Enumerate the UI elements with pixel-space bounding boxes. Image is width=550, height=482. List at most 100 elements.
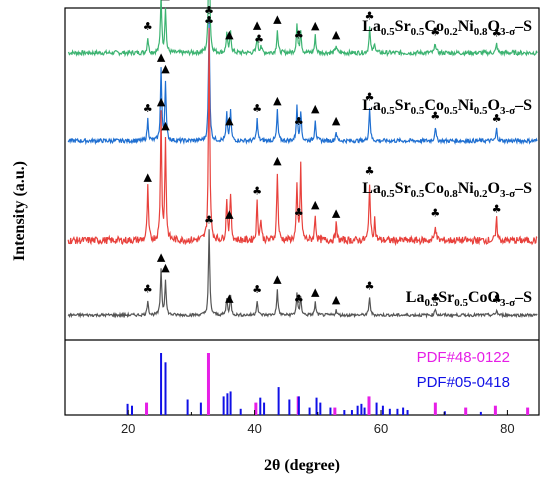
series-label-part: 0.5 — [411, 26, 425, 38]
triangle-marker: ▲ — [157, 250, 166, 263]
series-label-part: –S — [514, 97, 532, 114]
series-label-part: 0.5 — [381, 105, 395, 117]
series-label-part: –S — [514, 18, 532, 35]
series-label-part: 0.5 — [411, 188, 425, 200]
triangle-marker: ▲ — [253, 19, 262, 32]
club-marker: ♣ — [492, 202, 502, 215]
triangle-marker: ▲ — [311, 285, 320, 298]
club-marker: ♣ — [204, 14, 214, 27]
series-label-part: 0.5 — [411, 105, 425, 117]
triangle-marker: ▲ — [273, 12, 282, 25]
series-label-part: Co — [424, 180, 444, 197]
series-label-part: O — [487, 97, 499, 114]
club-marker: ♣ — [430, 291, 440, 304]
series-label-part: O — [487, 18, 499, 35]
triangle-marker: ▲ — [161, 119, 170, 132]
series-label-part: 0.8 — [444, 188, 458, 200]
triangle-marker: ▲ — [157, 95, 166, 108]
triangle-marker: ▲ — [311, 198, 320, 211]
series-label-part: Ni — [458, 180, 475, 197]
x-tick-label: 60 — [374, 421, 388, 436]
club-marker: ♣ — [254, 32, 264, 45]
series-label-part: 0.5 — [424, 297, 438, 309]
club-marker: ♣ — [204, 213, 214, 226]
triangle-marker: ▲ — [161, 62, 170, 75]
x-tick-label: 20 — [121, 421, 135, 436]
club-marker: ♣ — [252, 102, 262, 115]
plot-frame — [64, 7, 540, 416]
series-label-part: Co — [424, 18, 444, 35]
series-label-part: –S — [514, 289, 532, 306]
triangle-marker: ▲ — [161, 0, 170, 2]
triangle-marker: ▲ — [144, 170, 153, 183]
club-marker: ♣ — [143, 20, 153, 33]
club-marker: ♣ — [430, 25, 440, 38]
club-marker: ♣ — [365, 90, 375, 103]
club-marker: ♣ — [294, 29, 304, 42]
triangle-marker: ▲ — [225, 28, 234, 41]
series-label-part: 3-σ — [500, 105, 515, 117]
series-label-3: La0.5Sr0.5CoO3-σ–S — [406, 289, 532, 309]
reference-layer: PDF#48-0122 PDF#05-0418 — [126, 349, 530, 415]
club-marker: ♣ — [252, 283, 262, 296]
series-line-2 — [67, 27, 538, 247]
series-label-part: La — [406, 289, 425, 306]
series-label-part: Sr — [395, 180, 411, 197]
series-label-part: 3-σ — [500, 26, 515, 38]
club-marker: ♣ — [143, 102, 153, 115]
series-label-part: O — [487, 180, 499, 197]
club-marker: ♣ — [430, 207, 440, 220]
club-marker: ♣ — [143, 283, 153, 296]
series-label-part: 0.8 — [474, 26, 488, 38]
marker-layer: ♣▲▲♣▲▲♣▲♣▲▲♣♣♣♣▲▲♣▲♣▲♣▲▲♣♣♣▲▲▲♣▲♣▲♣▲▲♣♣♣… — [143, 0, 502, 306]
series-line-0 — [67, 0, 538, 58]
x-tick-label: 80 — [500, 421, 514, 436]
series-label-part: La — [362, 18, 381, 35]
triangle-marker: ▲ — [311, 19, 320, 32]
x-axis-title: 2θ (degree) — [264, 457, 340, 474]
club-marker: ♣ — [492, 293, 502, 306]
triangle-marker: ▲ — [273, 94, 282, 107]
reference-label-0: PDF#48-0122 — [417, 349, 510, 366]
x-axis: 20 40 60 80 — [121, 410, 515, 436]
club-marker: ♣ — [430, 109, 440, 122]
series-label-part: 0.5 — [444, 105, 458, 117]
triangle-marker: ▲ — [161, 261, 170, 274]
series-line-3 — [67, 229, 538, 319]
club-marker: ♣ — [294, 115, 304, 128]
club-marker: ♣ — [492, 112, 502, 125]
series-label-part: 3-σ — [500, 297, 515, 309]
series-label-part: Ni — [458, 97, 475, 114]
series-label-2: La0.5Sr0.5Co0.8Ni0.2O3-σ–S — [362, 180, 532, 200]
club-marker: ♣ — [204, 4, 214, 17]
series-label-part: La — [362, 97, 381, 114]
series-label-0: La0.5Sr0.5Co0.2Ni0.8O3-σ–S — [362, 18, 532, 38]
series-label-part: Sr — [438, 289, 454, 306]
triangle-marker: ▲ — [225, 207, 234, 220]
series-label-part: 0.5 — [381, 26, 395, 38]
triangle-marker: ▲ — [311, 102, 320, 115]
series-label-part: Ni — [458, 18, 475, 35]
club-marker: ♣ — [365, 279, 375, 292]
triangle-marker: ▲ — [273, 273, 282, 286]
series-label-part: Co — [424, 97, 444, 114]
series-layer — [67, 0, 538, 319]
triangle-marker: ▲ — [332, 207, 341, 220]
series-label-1: La0.5Sr0.5Co0.5Ni0.5O3-σ–S — [362, 97, 532, 117]
series-label-part: 0.2 — [474, 188, 488, 200]
club-marker: ♣ — [252, 185, 262, 198]
club-marker: ♣ — [365, 164, 375, 177]
series-label-layer: La0.5Sr0.5Co0.2Ni0.8O3-σ–SLa0.5Sr0.5Co0.… — [362, 18, 532, 309]
series-label-part: Sr — [395, 97, 411, 114]
triangle-marker: ▲ — [332, 114, 341, 127]
series-label-part: CoO — [468, 289, 500, 306]
series-label-part: 0.2 — [444, 26, 458, 38]
triangle-marker: ▲ — [332, 293, 341, 306]
series-label-part: 0.5 — [381, 188, 395, 200]
series-line-1 — [67, 20, 538, 146]
triangle-marker: ▲ — [332, 28, 341, 41]
triangle-marker: ▲ — [225, 114, 234, 127]
reference-label-1: PDF#05-0418 — [417, 374, 510, 391]
series-label-part: 0.5 — [454, 297, 468, 309]
